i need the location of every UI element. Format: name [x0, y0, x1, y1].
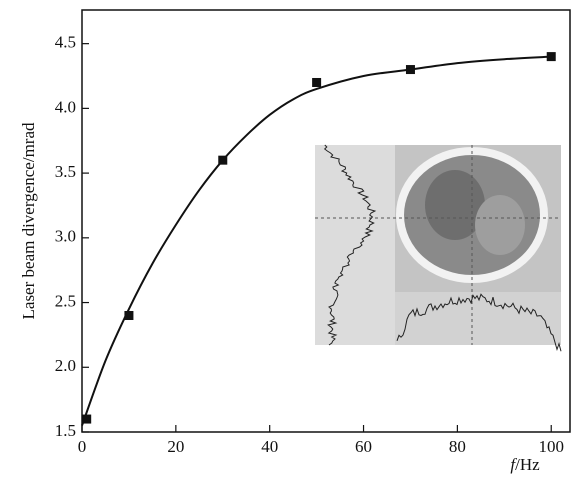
y-axis-label: Laser beam divergence/mrad [19, 122, 38, 319]
x-tick-label: 0 [78, 437, 87, 456]
inset-image [315, 145, 561, 351]
data-point [547, 52, 556, 61]
x-tick-label: 100 [538, 437, 564, 456]
beam-light [475, 195, 525, 255]
x-tick-label: 60 [355, 437, 372, 456]
data-point [406, 65, 415, 74]
chart: Laser beam divergence/mrad f/Hz 0 20 40 60 8… [0, 0, 581, 479]
inset-strip [315, 145, 395, 345]
y-tick-label: 2.5 [55, 291, 76, 310]
x-tick-label: 20 [167, 437, 184, 456]
x-axis-label-unit: /Hz [515, 455, 540, 474]
y-tick-label: 4.0 [55, 97, 76, 116]
x-tick-label: 40 [261, 437, 278, 456]
y-tick-label: 1.5 [55, 421, 76, 440]
data-point [312, 78, 321, 87]
data-point [82, 415, 91, 424]
y-tick-label: 3.0 [55, 227, 76, 246]
data-point [218, 156, 227, 165]
y-tick-label: 2.0 [55, 356, 76, 375]
x-axis-label: f/Hz [510, 455, 540, 474]
y-tick-label: 4.5 [55, 33, 76, 52]
data-point [124, 311, 133, 320]
x-tick-label: 80 [449, 437, 466, 456]
y-tick-label: 3.5 [55, 162, 76, 181]
